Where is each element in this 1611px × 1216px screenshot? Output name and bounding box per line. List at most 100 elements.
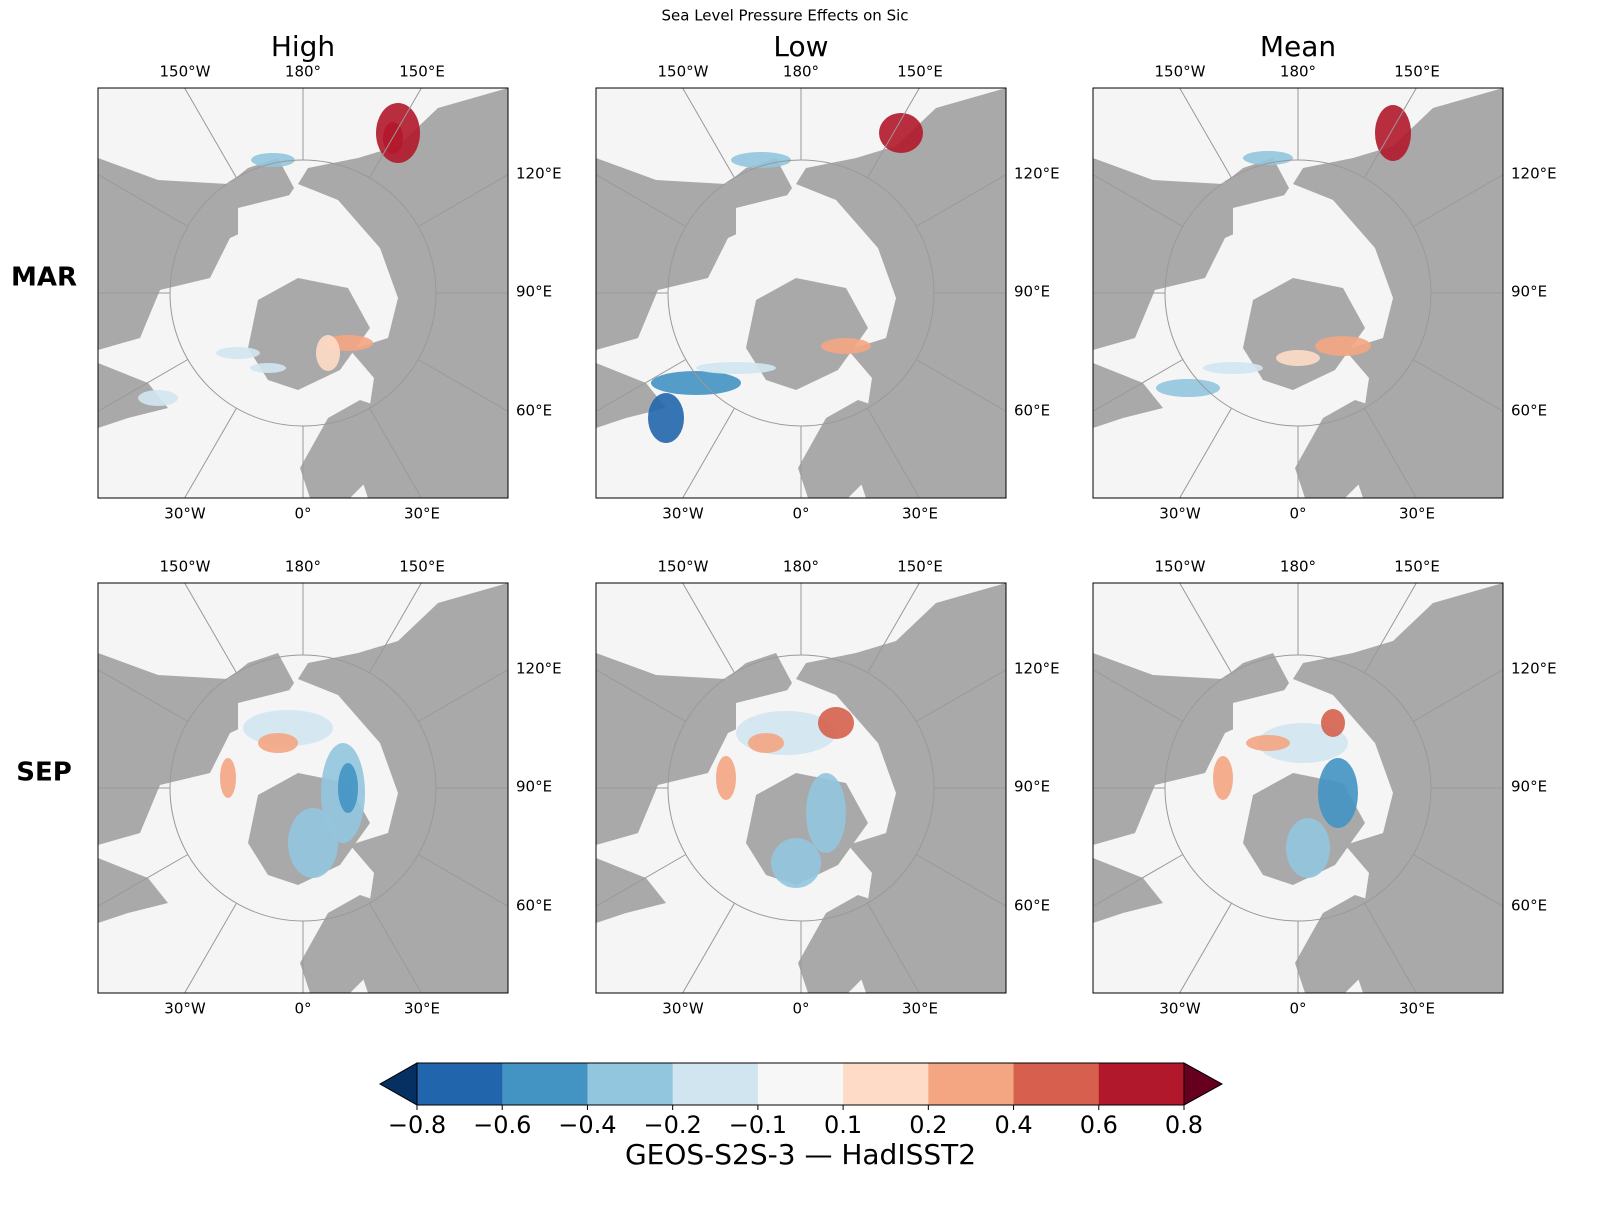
meridian [596, 359, 687, 412]
meridian [98, 174, 189, 227]
lon-label: 150°W [1155, 63, 1206, 81]
meridian [417, 854, 508, 907]
map-body [98, 88, 508, 498]
lon-label: 60°E [516, 897, 552, 915]
meridian [1093, 669, 1184, 722]
row-label: MAR [11, 263, 77, 293]
meridian [369, 583, 422, 674]
anomaly-patch [138, 390, 178, 406]
anomaly-patch [716, 756, 736, 800]
lon-label: 0° [1289, 505, 1306, 523]
map-panel: 150°W 30°W 120°E 180° 0° 90°E 150°E 30°E 60°E [97, 63, 562, 523]
colorbar-segment [417, 1063, 503, 1105]
colorbar-segment [502, 1063, 588, 1105]
anomaly-patch [806, 773, 846, 853]
lon-label: 30°W [164, 505, 206, 523]
lon-label: 30°W [662, 1000, 704, 1018]
anomaly-patch [1318, 758, 1358, 828]
meridian [184, 407, 237, 498]
meridian [682, 407, 735, 498]
anomaly-patch [1276, 350, 1320, 366]
meridian [867, 583, 920, 674]
colorbar-segment [1013, 1063, 1100, 1105]
lon-label: 150°W [160, 63, 211, 81]
meridian [1179, 902, 1232, 993]
lon-label: 90°E [1511, 283, 1547, 301]
meridian [915, 669, 1006, 722]
meridian [1364, 88, 1417, 179]
lon-label: 30°E [1399, 1000, 1435, 1018]
colorbar-under [378, 1062, 418, 1106]
meridian [1093, 854, 1184, 907]
map-panel: 150°W 30°W 120°E 180° 0° 90°E 150°E 30°E 60°E [1092, 63, 1557, 523]
lon-label: 30°E [1399, 505, 1435, 523]
meridian [682, 902, 735, 993]
lon-label: 150°W [658, 558, 709, 576]
lon-label: 150°E [1394, 63, 1440, 81]
map-panel: 150°W 30°W 120°E 180° 0° 90°E 150°E 30°E 60°E [595, 558, 1060, 1018]
meridian [1364, 583, 1417, 674]
map-panel: 150°W 30°W 120°E 180° 0° 90°E 150°E 30°E 60°E [97, 558, 562, 1018]
anomaly-patch [648, 393, 684, 443]
colorbar-segment [1098, 1063, 1185, 1105]
colorbar-over [1183, 1062, 1224, 1106]
colorbar-tick-label: 0.6 [1080, 1111, 1118, 1139]
meridian [867, 88, 920, 179]
anomaly-patch [250, 363, 286, 373]
anomaly-patch [258, 733, 298, 753]
anomaly-patch [1213, 756, 1233, 800]
colorbar-tick-label: −0.1 [729, 1111, 787, 1139]
anomaly-patch [1246, 735, 1290, 751]
anomaly-patch [216, 347, 260, 359]
lon-label: 0° [294, 505, 311, 523]
colorbar-tick-label: 0.1 [824, 1111, 862, 1139]
meridian [915, 854, 1006, 907]
meridian [1093, 174, 1184, 227]
lon-label: 150°E [897, 63, 943, 81]
lon-label: 120°E [516, 660, 562, 678]
column-title: Low [773, 30, 828, 63]
lon-label: 180° [285, 63, 321, 81]
meridian [417, 359, 508, 412]
map-frame [1092, 582, 1504, 994]
colorbar-segment [928, 1063, 1015, 1105]
lon-label: 30°W [662, 505, 704, 523]
lon-label: 0° [1289, 1000, 1306, 1018]
meridian [184, 902, 237, 993]
meridian [1364, 407, 1417, 498]
colorbar-segment [757, 1063, 844, 1105]
meridian [915, 174, 1006, 227]
lon-label: 150°E [399, 558, 445, 576]
lon-label: 30°E [404, 1000, 440, 1018]
map-body [596, 583, 1006, 993]
lon-label: 150°E [399, 63, 445, 81]
lon-label: 60°E [1511, 402, 1547, 420]
meridian [369, 88, 422, 179]
map-panel: 150°W 30°W 120°E 180° 0° 90°E 150°E 30°E 60°E [1092, 558, 1557, 1018]
meridian [98, 854, 189, 907]
map-body [596, 88, 1006, 498]
row-label: SEP [16, 758, 72, 788]
map-frame [1092, 87, 1504, 499]
meridian [596, 854, 687, 907]
anomaly-patch [1286, 818, 1330, 878]
lon-label: 60°E [1014, 897, 1050, 915]
lon-label: 120°E [516, 165, 562, 183]
map-body [98, 583, 508, 993]
colorbar-segment [672, 1063, 759, 1105]
meridian [184, 583, 237, 674]
meridian [867, 407, 920, 498]
anomaly-patch [1156, 379, 1220, 397]
meridian [1412, 854, 1503, 907]
anomaly-patch [316, 335, 340, 371]
meridian [682, 583, 735, 674]
colorbar-segment [843, 1063, 929, 1105]
lon-label: 120°E [1014, 165, 1060, 183]
colorbar-label: GEOS-S2S-3 — HadISST2 [625, 1138, 976, 1171]
lon-label: 120°E [1511, 165, 1557, 183]
lon-label: 150°W [160, 558, 211, 576]
lon-label: 90°E [1511, 778, 1547, 796]
meridian [98, 359, 189, 412]
meridian [915, 359, 1006, 412]
meridian [184, 88, 237, 179]
